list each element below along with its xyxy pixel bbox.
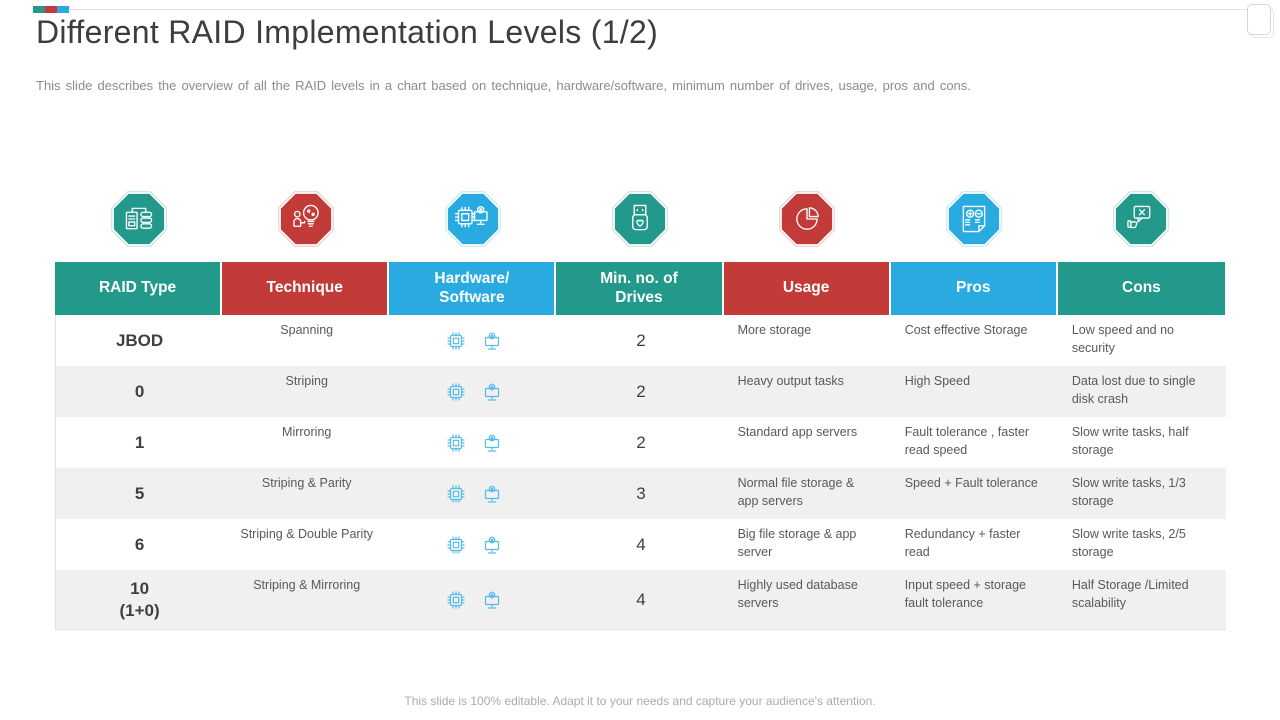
hardware-software-cell	[390, 417, 557, 468]
monitor-gear-icon	[484, 591, 499, 609]
raid-type-cell: JBOD	[115, 330, 164, 350]
cons-cell: Slow write tasks, half storage	[1071, 425, 1189, 457]
chip-icon	[447, 590, 465, 609]
dislike-message-icon	[1113, 191, 1170, 247]
raid-type-cell: 0	[134, 381, 145, 401]
technique-cell: Striping & Mirroring	[253, 578, 361, 592]
technique-cell: Striping & Double Parity	[240, 527, 374, 541]
column-icon-row	[55, 190, 1225, 248]
min-drives-cell: 2	[636, 330, 646, 350]
monitor-gear-icon	[484, 434, 499, 452]
cons-cell: Slow write tasks, 2/5 storage	[1071, 527, 1186, 559]
monitor-gear-icon	[484, 383, 499, 401]
min-drives-cell: 4	[636, 534, 646, 554]
table-row-jbod: JBOD Spanning 2 More storage Cost effect…	[56, 315, 1226, 366]
person-lightbulb-icon	[277, 191, 334, 247]
pie-chart-icon	[779, 191, 835, 247]
raid-table: RAID Type Technique Hardware/ Software M…	[55, 262, 1226, 630]
header-hardware-software: Hardware/ Software	[389, 262, 557, 315]
usage-cell: Standard app servers	[737, 425, 858, 439]
technique-cell: Mirroring	[282, 425, 332, 439]
table-row-raid1: 1 Mirroring 2 Standard app servers Fault…	[56, 417, 1226, 468]
raid-type-cell: 5	[134, 483, 145, 503]
cons-cell: Half Storage /Limited scalability	[1071, 578, 1189, 610]
table-row-raid6: 6 Striping & Double Parity 4 Big file st…	[56, 519, 1226, 570]
raid-type-cell: 6	[134, 534, 145, 554]
accent-segment-red	[45, 6, 57, 13]
pros-cell: Input speed + storage fault tolerance	[904, 578, 1026, 610]
page-flip-icon	[1247, 4, 1274, 38]
pros-cell: Cost effective Storage	[904, 323, 1028, 337]
table-row-raid10: 10 (1+0) Striping & Mirroring 4 Highly u…	[56, 570, 1226, 629]
pros-cell: Speed + Fault tolerance	[904, 476, 1038, 490]
min-drives-cell: 3	[636, 483, 646, 503]
cons-cell: Slow write tasks, 1/3 storage	[1071, 476, 1186, 508]
usage-cell: Heavy output tasks	[737, 374, 844, 388]
accent-bar	[33, 6, 69, 13]
usage-cell: Highly used database servers	[737, 578, 858, 610]
header-technique: Technique	[222, 262, 390, 315]
technique-cell: Striping & Parity	[261, 476, 352, 490]
header-min-drives: Min. no. of Drives	[556, 262, 724, 315]
min-drives-cell: 4	[636, 589, 646, 609]
pros-cell: High Speed	[904, 374, 971, 388]
slide-subtitle: This slide describes the overview of all…	[36, 78, 971, 93]
table-body: JBOD Spanning 2 More storage Cost effect…	[55, 315, 1226, 630]
technique-cell: Striping	[285, 374, 328, 388]
usb-drive-icon	[612, 191, 668, 247]
monitor-gear-icon	[484, 536, 499, 554]
hardware-software-cell	[390, 468, 557, 519]
hardware-software-cell	[390, 315, 557, 366]
accent-segment-blue	[57, 6, 69, 13]
min-drives-cell: 2	[636, 381, 646, 401]
raid-type-cell: 1	[134, 432, 145, 452]
header-pros: Pros	[890, 262, 1058, 315]
table-row-raid0: 0 Striping 2 Heavy output tasks High Spe…	[56, 366, 1226, 417]
chip-icon	[447, 433, 465, 452]
pros-cell: Fault tolerance , faster read speed	[904, 425, 1030, 457]
chip-monitor-icon	[445, 191, 501, 247]
usage-cell: More storage	[737, 323, 812, 337]
cons-cell: Low speed and no security	[1071, 323, 1175, 355]
table-header-row: RAID Type Technique Hardware/ Software M…	[55, 262, 1225, 315]
footer-note: This slide is 100% editable. Adapt it to…	[404, 694, 876, 708]
chip-icon	[447, 331, 465, 350]
raid-type-cell: 10 (1+0)	[119, 579, 160, 620]
usage-cell: Normal file storage & app servers	[737, 476, 855, 508]
header-usage: Usage	[723, 262, 891, 315]
monitor-gear-icon	[484, 332, 499, 350]
top-divider	[33, 9, 1247, 10]
technique-cell: Spanning	[280, 323, 334, 337]
cons-cell: Data lost due to single disk crash	[1071, 374, 1196, 406]
chip-icon	[447, 382, 465, 401]
accent-segment-teal	[33, 6, 45, 13]
table-row-raid5: 5 Striping & Parity 3 Normal file storag…	[56, 468, 1226, 519]
hardware-software-cell	[390, 570, 557, 629]
hardware-software-cell	[390, 519, 557, 570]
usage-cell: Big file storage & app server	[737, 527, 857, 559]
server-storage-icon	[110, 191, 167, 247]
min-drives-cell: 2	[636, 432, 646, 452]
chip-icon	[447, 535, 465, 554]
page-title: Different RAID Implementation Levels (1/…	[36, 14, 659, 50]
header-raid-type: RAID Type	[55, 262, 223, 315]
chip-icon	[447, 484, 465, 503]
monitor-gear-icon	[484, 485, 499, 503]
pros-cell: Redundancy + faster read	[904, 527, 1021, 559]
header-cons: Cons	[1057, 262, 1225, 315]
pros-cons-document-icon	[946, 191, 1002, 247]
hardware-software-cell	[390, 366, 557, 417]
